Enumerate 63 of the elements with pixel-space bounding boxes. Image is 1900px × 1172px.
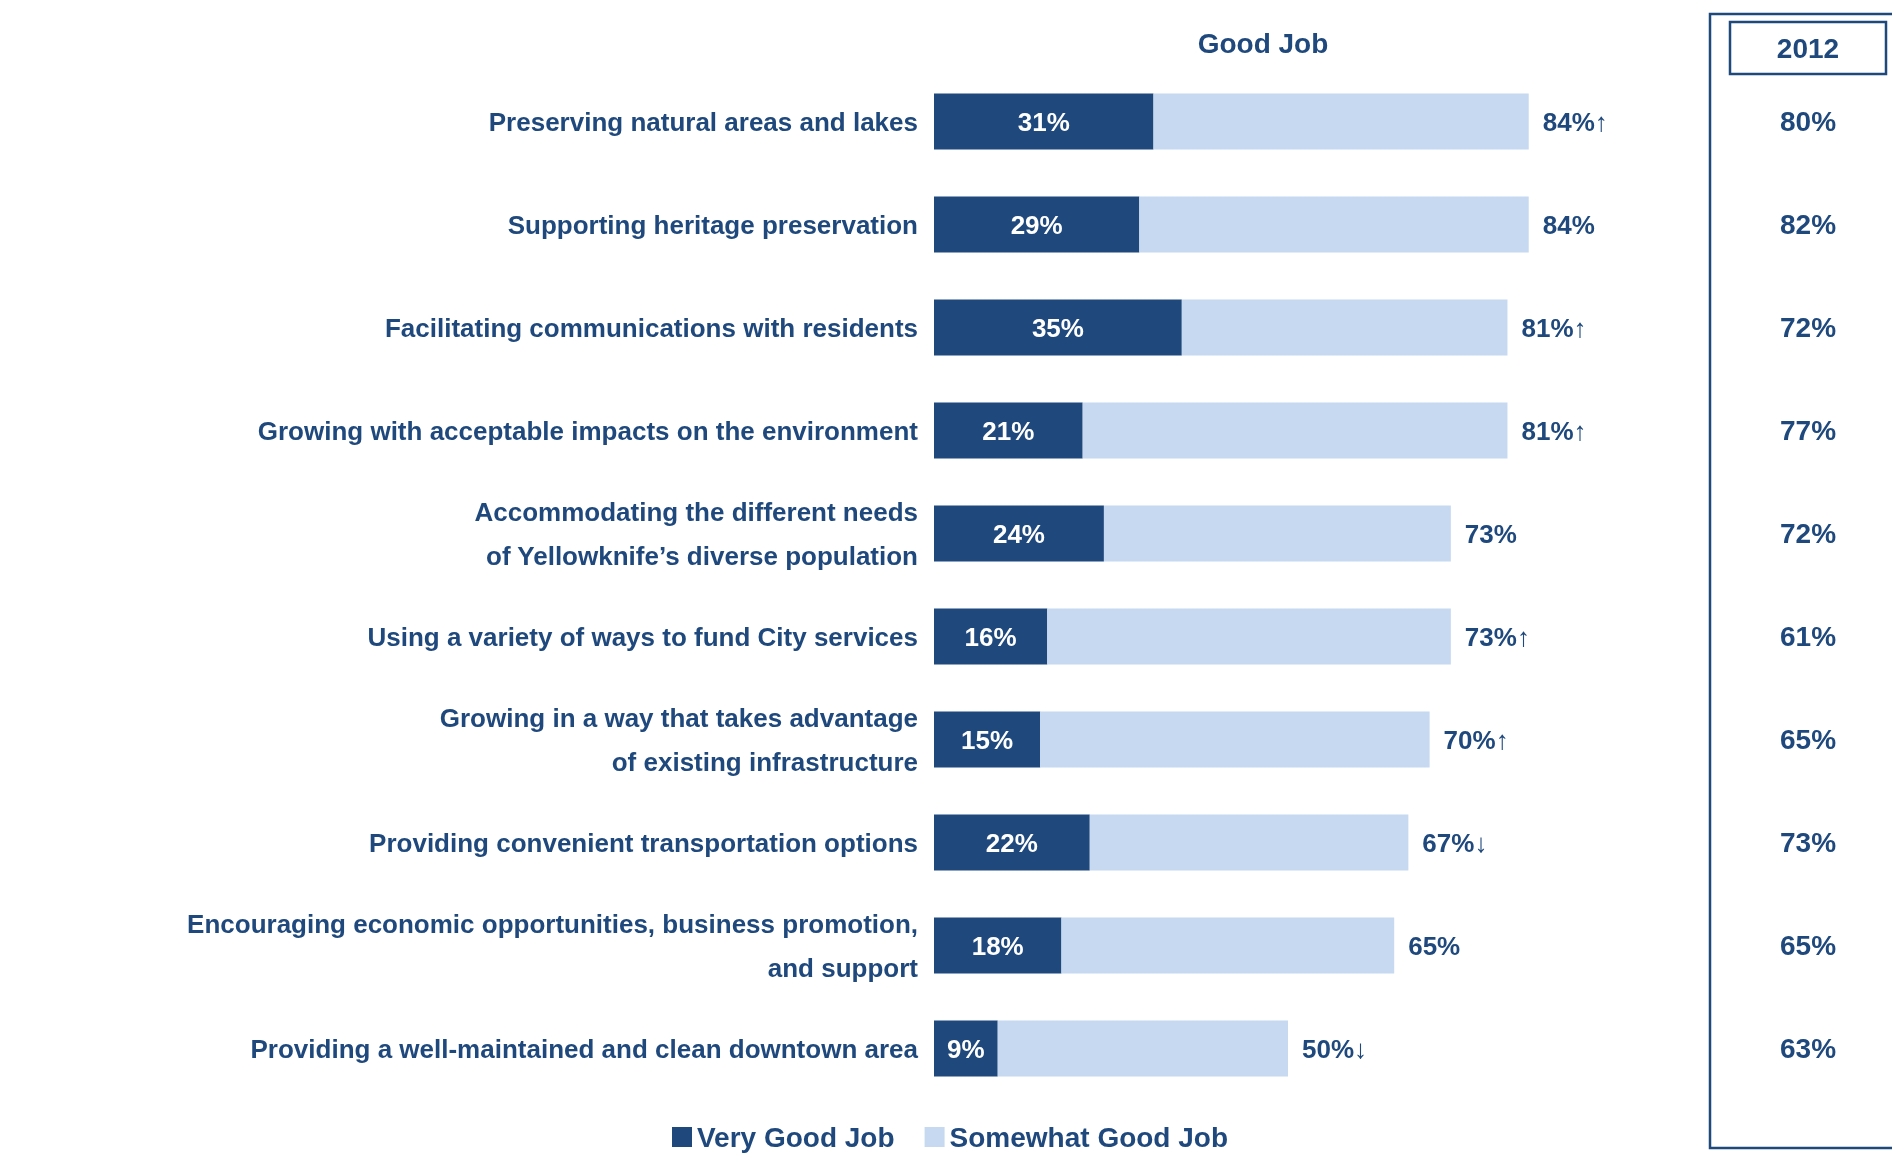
text: 72% xyxy=(1779,312,1837,343)
data-label: 22% xyxy=(985,827,1038,858)
chart-title: Good Job xyxy=(1197,27,1329,59)
total-label: 67%↓ xyxy=(1422,827,1488,858)
y-tick-label: Providing convenient transportation options xyxy=(369,827,918,858)
text: 2012 xyxy=(1776,32,1840,64)
bar xyxy=(934,402,1083,459)
bar xyxy=(934,814,1090,871)
text: 82% xyxy=(1779,209,1837,240)
bar xyxy=(934,299,1182,356)
text: 65% xyxy=(1779,724,1837,755)
bar xyxy=(1089,814,1409,871)
data-label: 29% xyxy=(1010,209,1063,240)
total-label: 84% xyxy=(1542,209,1595,240)
total-label: 81%↑ xyxy=(1521,415,1587,446)
bar xyxy=(1153,93,1529,150)
y-tick-label: Growing with acceptable impacts on the environment xyxy=(257,415,919,446)
data-label: 15% xyxy=(961,724,1014,755)
data-label: 35% xyxy=(1031,312,1084,343)
y-tick-label: Supporting heritage preservation xyxy=(507,209,918,240)
bar xyxy=(934,93,1154,150)
bar xyxy=(934,196,1140,253)
data-label: 21% xyxy=(982,415,1035,446)
total-label: 70%↑ xyxy=(1443,724,1509,755)
text: 65% xyxy=(1779,930,1837,961)
total-label: 73% xyxy=(1464,518,1517,549)
y-tick-label: Preserving natural areas and lakes xyxy=(488,106,918,137)
text: 61% xyxy=(1779,621,1837,652)
bar xyxy=(1103,505,1451,562)
data-label: 18% xyxy=(971,930,1024,961)
bar xyxy=(934,505,1104,562)
bar xyxy=(1061,917,1395,974)
bar xyxy=(934,711,1041,768)
text: 77% xyxy=(1779,415,1837,446)
y-tick-label: Using a variety of ways to fund City services xyxy=(367,621,918,652)
y-tick-label: Facilitating communications with residents xyxy=(384,312,918,343)
bar xyxy=(934,917,1062,974)
total-label: 65% xyxy=(1408,930,1461,961)
text: 80% xyxy=(1779,106,1837,137)
text: 73% xyxy=(1779,827,1837,858)
total-label: 73%↑ xyxy=(1464,621,1530,652)
total-label: 50%↓ xyxy=(1302,1033,1368,1064)
bar xyxy=(1040,711,1430,768)
bar xyxy=(1181,299,1508,356)
total-label: 84%↑ xyxy=(1542,106,1608,137)
bar xyxy=(1139,196,1529,253)
y-tick-label: Encouraging economic opportunities, business promotion, and support xyxy=(187,908,919,983)
legend-label: Somewhat Good Job xyxy=(949,1121,1229,1153)
text: 63% xyxy=(1779,1033,1837,1064)
text: 72% xyxy=(1779,518,1837,549)
legend-label: Very Good Job xyxy=(696,1121,895,1153)
bar xyxy=(1047,608,1451,665)
data-label: 24% xyxy=(992,518,1045,549)
data-label: 9% xyxy=(947,1033,985,1064)
y-tick-label: Providing a well-maintained and clean downtown area xyxy=(250,1033,919,1064)
total-label: 81%↑ xyxy=(1521,312,1587,343)
y-tick-label: Growing in a way that takes advantage of existing infrastructure xyxy=(439,702,918,777)
bar xyxy=(997,1020,1288,1077)
y-tick-label: Accommodating the different needs of Yellowknife’s diverse population xyxy=(474,496,918,571)
bar xyxy=(1082,402,1508,459)
bar xyxy=(934,608,1048,665)
data-label: 31% xyxy=(1017,106,1070,137)
data-label: 16% xyxy=(964,621,1017,652)
